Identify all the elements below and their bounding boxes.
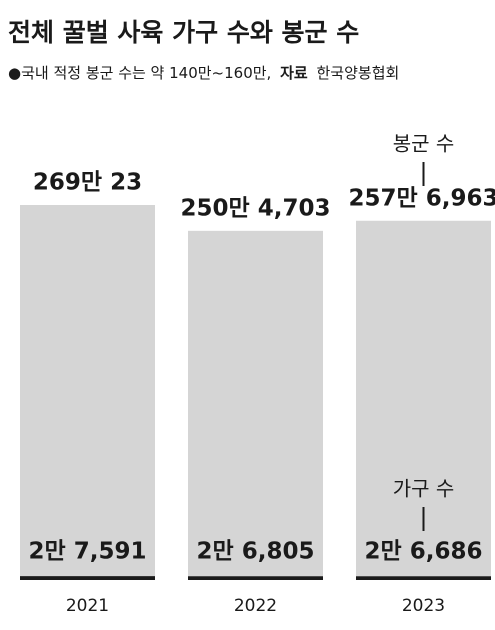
household-bar: [356, 576, 491, 580]
subtitle: ●국내 적정 봉군 수는 약 140만~160만, 자료 한국양봉협회: [8, 64, 399, 82]
x-tick-label: 2021: [66, 596, 109, 616]
household-value-label: 2만 6,686: [365, 539, 483, 565]
household-value-label: 2만 6,805: [197, 539, 315, 565]
source: 한국양봉협회: [317, 64, 400, 82]
household-bar: [188, 576, 323, 580]
legend-household: 가구 수: [393, 477, 455, 501]
household-bar: [20, 576, 155, 580]
x-tick-label: 2023: [402, 596, 445, 616]
colony-bar: [188, 230, 323, 580]
x-tick-label: 2022: [234, 596, 277, 616]
source-label: 자료: [280, 64, 308, 82]
note: ●국내 적정 봉군 수는 약 140만~160만,: [8, 64, 271, 82]
legend-colony: 봉군 수: [393, 132, 455, 156]
colony-value-label: 250만 4,703: [181, 195, 331, 221]
chart-title: 전체 꿀벌 사육 가구 수와 봉군 수: [8, 18, 359, 47]
colony-value-label: 257만 6,963: [349, 185, 495, 211]
household-value-label: 2만 7,591: [29, 539, 147, 565]
colony-value-label: 269만 23: [33, 170, 142, 196]
colony-bar: [20, 205, 155, 580]
